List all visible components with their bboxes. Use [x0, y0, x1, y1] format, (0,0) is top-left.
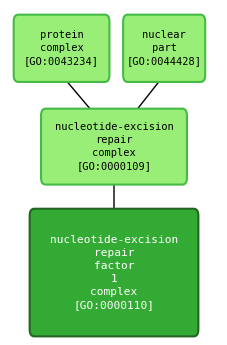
FancyBboxPatch shape [41, 109, 186, 185]
Text: nucleotide-excision
repair
complex
[GO:0000109]: nucleotide-excision repair complex [GO:0… [54, 122, 173, 171]
Text: nuclear
part
[GO:0044428]: nuclear part [GO:0044428] [126, 30, 201, 67]
Text: protein
complex
[GO:0043234]: protein complex [GO:0043234] [24, 30, 99, 67]
FancyBboxPatch shape [14, 14, 109, 82]
FancyBboxPatch shape [30, 209, 197, 336]
FancyBboxPatch shape [123, 14, 204, 82]
Text: nucleotide-excision
repair
factor
1
complex
[GO:0000110]: nucleotide-excision repair factor 1 comp… [50, 235, 177, 310]
